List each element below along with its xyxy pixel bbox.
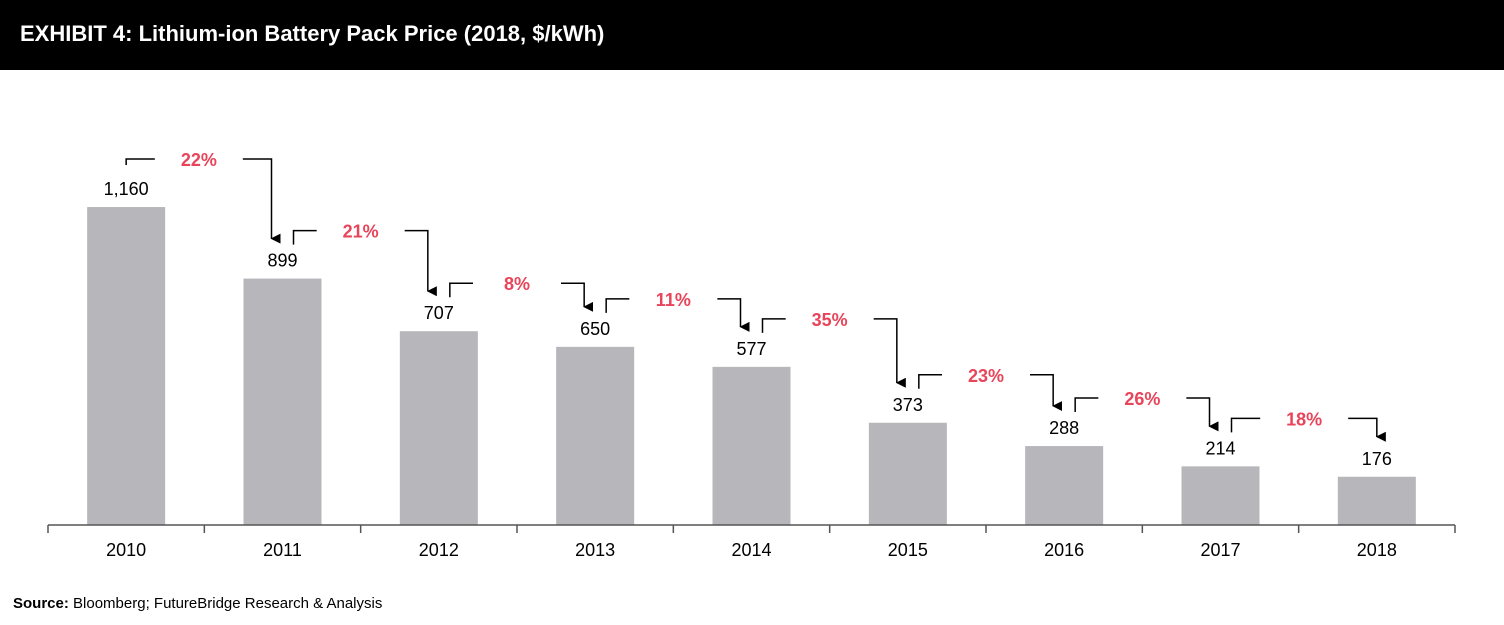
bar-2018 (1337, 476, 1416, 525)
change-label-4: 35% (812, 310, 848, 330)
value-label-2015: 373 (893, 395, 923, 415)
x-tick-label-2011: 2011 (263, 540, 302, 560)
value-label-2016: 288 (1049, 418, 1079, 438)
x-tick-label-2016: 2016 (1044, 540, 1084, 560)
change-connector-1: 21% (292, 222, 437, 297)
value-label-2017: 214 (1205, 438, 1235, 458)
change-connector-2: 8% (449, 274, 594, 312)
source-text: Bloomberg; FutureBridge Research & Analy… (68, 595, 383, 612)
page-title: EXHIBIT 4: Lithium-ion Battery Pack Pric… (20, 21, 605, 46)
connector-left-4 (761, 318, 786, 333)
connector-right-1 (404, 229, 437, 297)
connector-left-2 (449, 282, 473, 298)
connector-right-5 (1030, 374, 1063, 412)
x-tick-label-2013: 2013 (575, 540, 615, 560)
connector-right-6 (1186, 397, 1219, 432)
value-label-2010: 1,160 (104, 179, 149, 199)
bar-2017 (1181, 466, 1260, 525)
bar-2015 (868, 422, 947, 525)
bar-2013 (556, 346, 635, 525)
change-connector-7: 18% (1230, 409, 1386, 442)
change-connector-0: 22% (125, 150, 281, 244)
source-note: Source: Bloomberg; FutureBridge Research… (13, 595, 382, 612)
bar-2016 (1025, 446, 1104, 525)
source-label: Source: (13, 595, 69, 612)
change-label-5: 23% (968, 366, 1004, 386)
value-label-2012: 707 (424, 303, 454, 323)
change-connector-5: 23% (918, 366, 1063, 412)
connector-right-4 (873, 318, 906, 388)
value-label-2011: 899 (267, 251, 297, 271)
title-bar: EXHIBIT 4: Lithium-ion Battery Pack Pric… (0, 0, 1504, 70)
x-tick-label-2010: 2010 (106, 540, 146, 560)
change-label-7: 18% (1286, 409, 1322, 429)
change-label-6: 26% (1124, 389, 1160, 409)
value-label-2013: 650 (580, 319, 610, 339)
bar-2011 (243, 278, 322, 525)
connector-right-0 (242, 158, 281, 244)
connector-left-1 (292, 229, 317, 245)
change-connector-3: 11% (605, 290, 750, 332)
x-tick-label-2012: 2012 (419, 540, 459, 560)
value-label-2018: 176 (1362, 449, 1392, 469)
change-connector-4: 35% (761, 310, 906, 388)
change-label-0: 22% (181, 150, 217, 170)
connector-left-5 (918, 374, 942, 389)
x-tick-label-2018: 2018 (1357, 540, 1397, 560)
connector-right-7 (1348, 417, 1386, 442)
change-label-1: 21% (343, 222, 379, 242)
connector-left-0 (125, 158, 155, 166)
bar-2012 (399, 331, 478, 525)
connector-right-2 (561, 282, 594, 312)
connector-left-7 (1230, 417, 1261, 433)
x-tick-label-2015: 2015 (888, 540, 928, 560)
battery-price-chart: 2010 2011 2012 2013 2014 2015 2016 2017 2018 1,1… (47, 150, 1456, 560)
change-label-2: 8% (504, 274, 530, 294)
connector-right-3 (717, 298, 750, 332)
value-label-2014: 577 (736, 339, 766, 359)
bar-2010 (87, 207, 166, 525)
change-connector-6: 26% (1074, 389, 1219, 432)
x-tick-label-2014: 2014 (731, 540, 771, 560)
connector-left-6 (1074, 397, 1099, 413)
connector-left-3 (605, 298, 630, 313)
bar-2014 (712, 366, 791, 525)
x-tick-label-2017: 2017 (1200, 540, 1240, 560)
change-label-3: 11% (656, 290, 691, 310)
